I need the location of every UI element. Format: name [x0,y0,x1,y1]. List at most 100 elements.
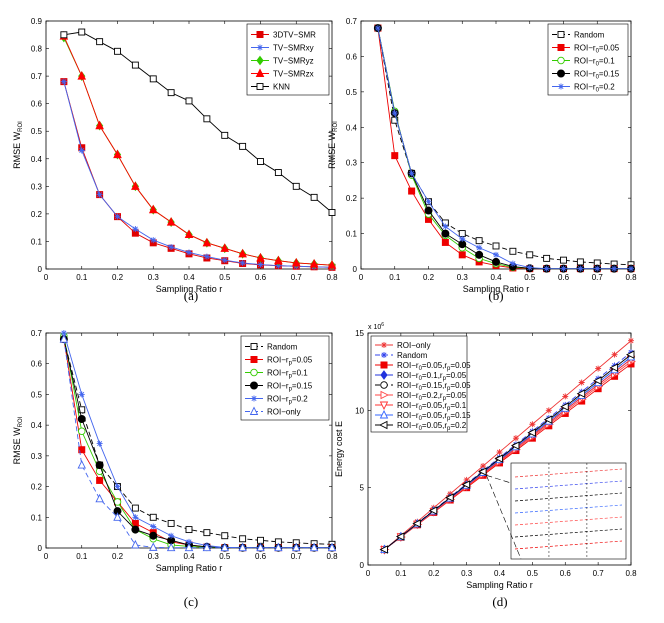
data-point [509,247,517,255]
data-point [131,504,139,512]
data-point [609,363,619,372]
legend-swatch-marker [557,44,565,51]
data-point [478,467,487,476]
series-5 [59,334,337,552]
data-point [408,170,415,177]
legend: 3DTV−SMR TV−SMRxy TV−SMRyz TV−SMRzx KNN [246,23,330,96]
data-point [576,389,586,398]
data-point [577,265,584,272]
x-tick-label: 0 [359,273,364,282]
x-tick-label: 0.2 [423,273,435,282]
data-point [593,376,602,385]
data-point [594,265,601,272]
data-point [310,193,318,201]
legend-entry: ROI−r0​=0.05,rp​=0.2 [397,421,467,432]
data-point [309,542,319,552]
x-tick-label: 0 [44,273,49,282]
data-point [185,97,193,105]
data-point [78,406,86,414]
x-tick-label: 0.4 [494,569,506,578]
y-tick-label: 5 [360,484,365,493]
data-point [184,229,194,239]
x-tick-label: 0.8 [625,569,637,578]
legend-entry: ROI−r0​=0.05,rp​=0.1 [397,401,467,412]
data-point [463,476,470,483]
legend-entry: TV−SMRyz [273,57,314,66]
data-point [131,61,139,69]
data-point [425,198,432,205]
legend-entry: TV−SMRxy [273,44,314,53]
data-point [509,260,516,267]
data-point [529,421,536,428]
panel-caption: (a) [184,288,198,303]
data-point [114,47,121,55]
y-axis-label: RMSE WROI [327,121,339,169]
panel-caption: (c) [184,594,198,609]
data-point [78,446,86,454]
data-point [239,535,247,543]
data-point [96,440,103,447]
data-point [441,238,449,246]
x-tick-label: 0.7 [291,273,303,282]
data-point [202,542,212,552]
data-point [131,539,140,549]
legend-swatch-marker [380,370,388,380]
data-point [114,213,121,220]
data-point [428,506,438,515]
legend-swatch-marker [379,401,389,411]
data-point [461,480,471,489]
series-line [63,339,332,549]
x-tick-label: 0.1 [389,273,401,282]
data-point [395,532,405,541]
data-point [391,116,399,124]
data-point [476,244,483,251]
panel-caption: (b) [488,288,503,303]
y-tick-label: 0.5 [31,127,43,136]
series-line [63,81,333,268]
y-tick-label: 10 [355,406,364,415]
chart-b: 0 0.1 0.2 0.3 0.4 0.5 0.6 0.7 0.8 0 0.1 0.2 0.3 0.4 0.… [327,17,637,303]
data-point [327,260,337,269]
legend-swatch-marker [256,83,264,90]
zoom-connector [486,475,512,484]
data-point [95,461,104,470]
y-tick-label: 0.2 [346,194,358,203]
data-point [391,152,399,160]
data-point [202,237,212,247]
legend: Random ROI−r0​=0.05 ROI−r0​=0.1 ROI−r0​=0.1… [547,23,629,96]
data-point [149,75,157,83]
data-point [150,523,157,530]
x-tick-label: 0.1 [76,273,88,282]
legend-swatch-marker [378,420,388,430]
legend-entry: ROI−r0​=0.05,rp​=0.15 [397,411,471,422]
legend-swatch-marker [380,361,388,369]
data-point [442,223,449,230]
x-tick-label: 0.7 [291,552,303,561]
x-tick-label: 0.4 [183,273,195,282]
legend-entry: ROI−r0​=0.15,rp​=0.05 [397,381,471,392]
data-point [611,265,618,272]
data-point [412,519,421,528]
y-tick-label: 0 [353,265,358,274]
y-tick-label: 0.6 [31,100,43,109]
y-tick-label: 0.9 [31,17,43,26]
data-point [527,428,536,437]
y-tick-label: 0.5 [31,390,43,399]
data-point [203,253,210,260]
data-point [149,513,157,521]
series-4 [60,28,336,216]
y-tick-label: 0.3 [31,182,43,191]
data-point [166,217,176,226]
data-point [131,525,140,534]
data-point [625,350,635,359]
data-point [185,526,193,534]
data-point [526,251,534,259]
data-point [149,531,158,540]
data-point [578,379,585,386]
legend-swatch-marker [381,342,387,348]
legend-entry: ROI−rp​=0.1 [267,369,308,380]
data-point [560,256,567,264]
data-point [95,493,104,503]
x-tick-label: 0.5 [219,273,231,282]
